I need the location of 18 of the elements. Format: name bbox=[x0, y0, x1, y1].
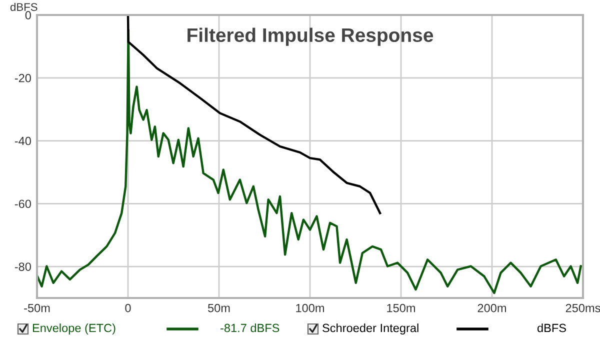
y-tick-label: -20 bbox=[14, 74, 31, 82]
x-tick-label: -50m bbox=[24, 304, 50, 312]
y-tick-label: 0 bbox=[25, 11, 31, 20]
x-tick-label: 0 bbox=[125, 304, 131, 312]
y-tick-label: -60 bbox=[14, 200, 31, 208]
text: Filtered Impulse Response bbox=[188, 28, 434, 46]
y-tick-label: -40 bbox=[14, 136, 31, 146]
y-tick-label: -80 bbox=[14, 262, 31, 271]
text: dBFS bbox=[537, 323, 566, 332]
text: -81.7 dBFS bbox=[220, 323, 280, 332]
x-tick-label: 250ms bbox=[566, 304, 600, 312]
x-tick-label: 50m bbox=[208, 304, 230, 312]
text: Envelope (ETC) bbox=[32, 323, 116, 335]
y-axis-title: dBFS bbox=[10, 2, 38, 11]
x-tick-label: 100m bbox=[296, 304, 324, 312]
x-tick-label: 200m bbox=[478, 304, 506, 312]
text: Schroeder Integral bbox=[322, 323, 418, 335]
x-tick-label: 150m bbox=[387, 304, 415, 312]
